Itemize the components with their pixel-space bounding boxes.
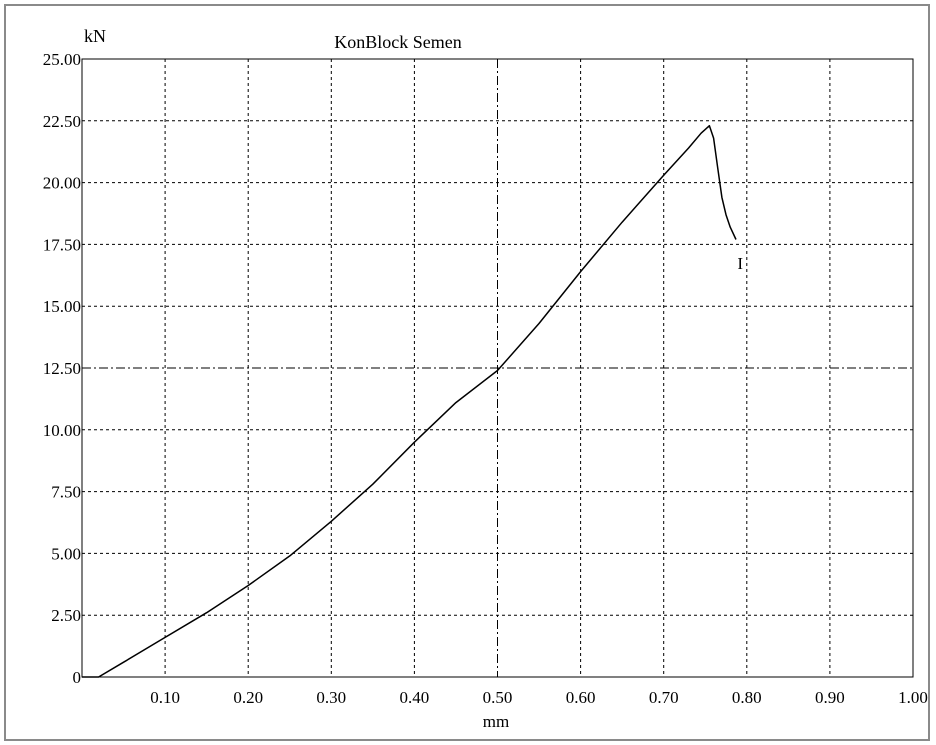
x-tick-label: 0.10 — [150, 688, 180, 707]
y-tick-label: 10.00 — [43, 421, 81, 440]
x-tick-label: 1.00 — [898, 688, 928, 707]
x-tick-label: 0.60 — [566, 688, 596, 707]
x-tick-label: 0.80 — [732, 688, 762, 707]
x-tick-label: 0.50 — [483, 688, 513, 707]
chart-frame: 0.10 0.20 0.30 0.40 0.50 0.60 0.70 0.80 0.90 1.00… — [4, 4, 930, 741]
y-tick-label: 20.00 — [43, 174, 81, 193]
y-tick-label: 0 — [73, 668, 82, 687]
grid-layer — [82, 59, 913, 677]
chart-svg: 0.10 0.20 0.30 0.40 0.50 0.60 0.70 0.80 0.90 1.00… — [6, 6, 928, 739]
annotation-label: I — [737, 254, 743, 273]
y-tick-label: 12.50 — [43, 359, 81, 378]
y-tick-label: 15.00 — [43, 297, 81, 316]
x-tick-label: 0.20 — [233, 688, 263, 707]
x-tick-label: 0.40 — [400, 688, 430, 707]
x-axis-label: mm — [483, 712, 509, 731]
y-axis-label: kN — [84, 26, 106, 46]
chart-title: KonBlock Semen — [334, 32, 462, 52]
x-tick-label: 0.90 — [815, 688, 845, 707]
series-line — [82, 126, 736, 677]
y-tick-label: 2.50 — [51, 606, 81, 625]
y-tick-label: 7.50 — [51, 483, 81, 502]
x-tick-label: 0.70 — [649, 688, 679, 707]
annotation-layer: I — [737, 254, 743, 273]
series-layer — [82, 126, 736, 677]
tick-layer: 0.10 0.20 0.30 0.40 0.50 0.60 0.70 0.80 0.90 1.00… — [43, 50, 928, 707]
y-tick-label: 17.50 — [43, 235, 81, 254]
y-tick-label: 22.50 — [43, 112, 81, 131]
y-tick-label: 5.00 — [51, 544, 81, 563]
y-tick-label: 25.00 — [43, 50, 81, 69]
x-tick-label: 0.30 — [316, 688, 346, 707]
